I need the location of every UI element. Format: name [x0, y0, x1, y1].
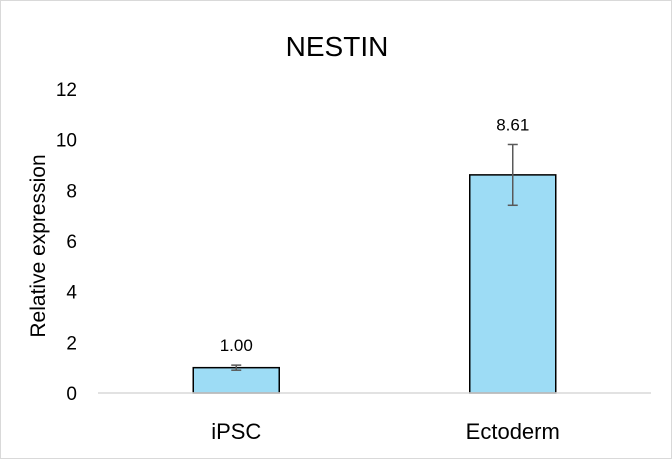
bar-ectoderm	[469, 174, 557, 394]
y-tick-label: 12	[56, 80, 77, 101]
x-tick-label: iPSC	[211, 419, 261, 444]
data-label: 1.00	[220, 336, 253, 355]
error-bar	[231, 364, 242, 371]
y-tick-label: 8	[66, 181, 77, 202]
y-axis-ticks: 0 2 4 6 8 10 12	[56, 80, 78, 405]
y-axis-label: Relative expression	[27, 154, 50, 337]
y-tick-label: 2	[66, 333, 77, 354]
error-bar	[507, 143, 518, 207]
x-axis-ticks: iPSC Ectoderm	[211, 419, 560, 444]
y-tick-label: 0	[66, 384, 77, 405]
error-bars	[231, 143, 518, 371]
y-tick-label: 4	[66, 283, 77, 304]
y-tick-label: 6	[66, 232, 77, 253]
data-label: 8.61	[496, 115, 529, 134]
y-tick-label: 10	[56, 131, 77, 152]
data-labels: 1.00 8.61	[220, 115, 530, 355]
bar-ipsc	[192, 366, 280, 394]
bars	[192, 174, 557, 394]
chart-title: NESTIN	[286, 31, 389, 62]
x-tick-label: Ectoderm	[466, 419, 560, 444]
